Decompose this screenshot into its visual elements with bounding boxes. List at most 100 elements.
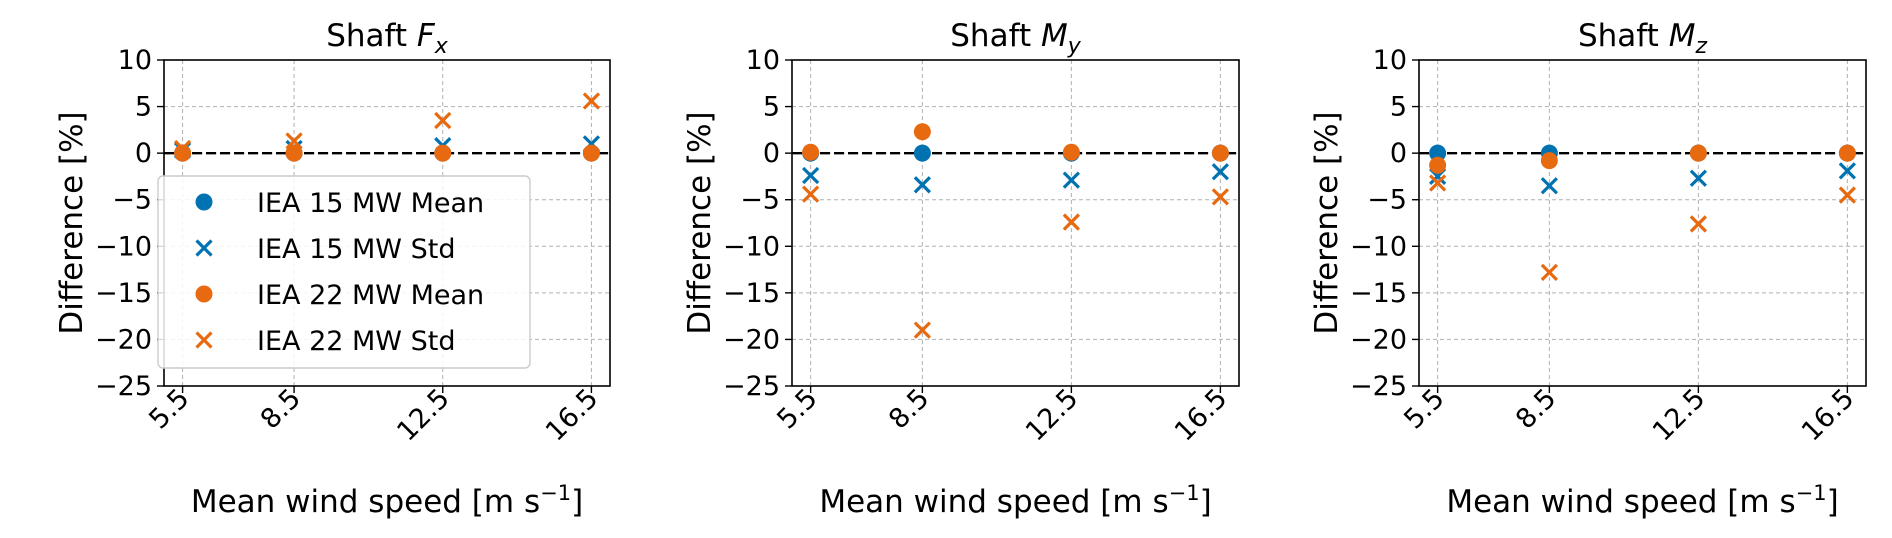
legend-marker: [195, 239, 213, 257]
series-iea-15-mw-std: [173, 135, 601, 159]
data-point: [1211, 163, 1230, 181]
x-tick-label: 12.5: [391, 383, 455, 447]
data-point: [1689, 169, 1708, 187]
y-axis-label: Difference [%]: [682, 111, 718, 334]
legend-box: [157, 175, 531, 369]
x-tick-label: 12.5: [1647, 383, 1711, 447]
data-point: [913, 123, 931, 141]
x-tick-label: 8.5: [1510, 383, 1562, 435]
data-point: [582, 144, 600, 162]
y-tick-label: 10: [1373, 45, 1407, 76]
legend-label: IEA 15 MW Mean: [257, 188, 484, 219]
series-iea-22-mw-mean: [174, 144, 600, 162]
legend-marker: [195, 193, 213, 211]
legend-marker: [195, 285, 213, 303]
data-point: [913, 321, 932, 339]
y-tick-label: −10: [723, 231, 780, 262]
data-point: [582, 92, 601, 110]
data-point: [1838, 162, 1857, 180]
legend-label: IEA 22 MW Std: [257, 326, 455, 357]
x-tick-label: 16.5: [1169, 383, 1233, 447]
chart-title: Shaft My: [950, 18, 1081, 59]
y-tick-label: 0: [135, 138, 152, 169]
legend-marker: [195, 331, 213, 349]
y-tick-label: −5: [1367, 185, 1407, 216]
y-tick-label: 0: [763, 138, 780, 169]
x-tick-label: 8.5: [883, 383, 935, 435]
data-point: [1211, 188, 1230, 206]
x-tick-label: 8.5: [255, 383, 307, 435]
data-point: [434, 111, 452, 130]
data-point: [1540, 263, 1559, 281]
x-tick-label: 12.5: [1020, 383, 1084, 447]
data-point: [1689, 215, 1708, 233]
chart-title: Shaft Fx: [326, 18, 449, 59]
y-axis-label: Difference [%]: [1309, 111, 1345, 334]
y-tick-label: −15: [723, 278, 780, 309]
data-point: [1428, 174, 1447, 192]
series-iea-22-mw-std: [173, 92, 601, 158]
legend-label: IEA 15 MW Std: [257, 234, 455, 265]
data-point: [1429, 144, 1447, 162]
y-axis-label: Difference [%]: [54, 111, 90, 334]
series-iea-22-mw-std: [1428, 174, 1857, 281]
y-tick-label: 5: [1390, 92, 1407, 123]
y-tick-label: −20: [1350, 324, 1407, 355]
data-point: [1689, 144, 1707, 162]
series-iea-22-mw-mean: [1429, 144, 1856, 174]
legend-label: IEA 22 MW Mean: [257, 280, 484, 311]
y-tick-label: −25: [1350, 371, 1407, 402]
y-tick-label: 10: [746, 45, 780, 76]
data-point: [285, 144, 303, 162]
x-tick-label: 16.5: [540, 383, 604, 447]
data-point: [1062, 213, 1081, 231]
data-point: [1838, 144, 1856, 162]
y-tick-label: −15: [95, 278, 152, 309]
series-iea-22-mw-std: [801, 185, 1230, 339]
y-tick-label: −5: [112, 185, 152, 216]
data-point: [1062, 143, 1080, 161]
data-point: [1062, 171, 1081, 189]
y-tick-label: 10: [118, 45, 152, 76]
y-tick-label: −15: [1350, 278, 1407, 309]
data-point: [174, 144, 192, 162]
data-point: [1540, 177, 1559, 195]
data-point: [1429, 156, 1447, 174]
series-iea-15-mw-std: [801, 163, 1230, 194]
data-point: [801, 166, 820, 185]
data-point: [285, 132, 303, 150]
data-point: [913, 144, 931, 162]
data-point: [173, 139, 192, 158]
data-point: [802, 143, 820, 161]
y-tick-label: −25: [723, 371, 780, 402]
x-axis-label: Mean wind speed [m s−1]: [191, 481, 583, 520]
axes-frame: [1418, 59, 1867, 387]
y-tick-label: −10: [1350, 231, 1407, 262]
series-iea-15-mw-std: [1428, 162, 1857, 195]
data-point: [801, 185, 820, 203]
data-point: [1211, 144, 1229, 162]
y-tick-label: 5: [763, 92, 780, 123]
y-tick-label: 0: [1390, 138, 1407, 169]
y-tick-label: −20: [723, 324, 780, 355]
legend: IEA 15 MW Mean IEA 15 MW Std IEA 22 MW Mea…: [157, 175, 531, 369]
data-point: [434, 144, 452, 162]
x-axis-label: Mean wind speed [m s−1]: [1446, 481, 1838, 520]
y-tick-label: −20: [95, 324, 152, 355]
series-iea-22-mw-mean: [802, 123, 1229, 162]
x-axis-label: Mean wind speed [m s−1]: [819, 481, 1211, 520]
data-point: [1540, 152, 1558, 170]
y-tick-label: −5: [740, 185, 780, 216]
y-tick-label: 5: [135, 92, 152, 123]
y-tick-label: −10: [95, 231, 152, 262]
x-tick-label: 16.5: [1796, 383, 1860, 447]
axes-frame: [791, 59, 1240, 387]
chart-title: Shaft Mz: [1578, 18, 1707, 59]
y-tick-label: −25: [95, 371, 152, 402]
data-point: [1838, 186, 1857, 204]
data-point: [913, 176, 932, 194]
